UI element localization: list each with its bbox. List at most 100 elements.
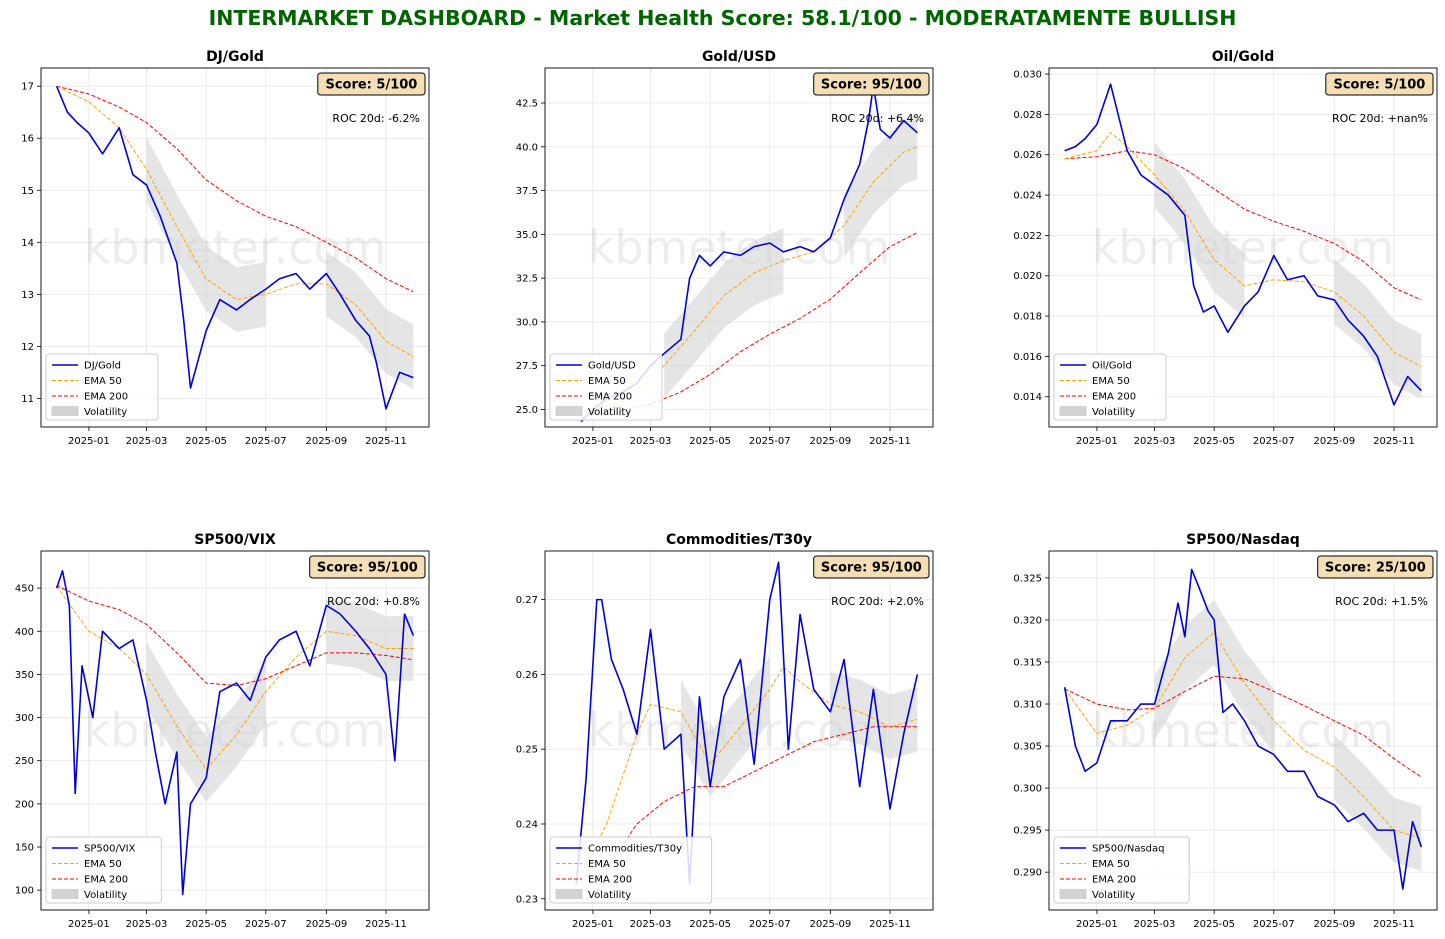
axes-frame [1048,550,1438,911]
ratio-series-line [1063,568,1423,890]
legend-ratio-label: DJ/Gold [84,361,121,372]
volatility-band [146,642,266,802]
y-tick-label: 0.325 [1013,573,1042,584]
ratio-series-line [55,85,414,410]
legend-ratio-label: SP500/VIX [84,844,136,855]
ratio-series-line [575,561,919,885]
y-tick-label: 0.26 [516,670,538,681]
y-tick-label: 35.0 [516,230,538,241]
y-tick-label: 16 [21,134,34,145]
y-tick-label: 0.014 [1013,392,1042,403]
volatility-band [1154,142,1245,319]
x-tick-label: 2025-03 [126,436,168,447]
score-box [317,72,426,96]
y-tick-label: 0.25 [516,745,538,756]
x-tick-label: 2025-07 [1253,436,1295,447]
x-tick-label: 2025-07 [245,436,287,447]
legend-volatility-label: Volatility [588,407,631,418]
score-label: Score: 95/100 [821,78,922,93]
volatility-band [1334,259,1422,399]
y-tick-label: 30.0 [516,317,538,328]
y-tick-label: 0.290 [1013,868,1042,879]
chart-panel: DJ/Gold 2025-01 2025-03 2025-05 2025-07 2025-… [21,49,430,447]
legend-volatility-swatch [555,889,583,899]
roc-label: ROC 20d: -6.2% [332,112,420,125]
y-tick-label: 13 [21,290,34,301]
plot-area: kbmeter.com [55,85,414,410]
x-tick-label: 2025-03 [1134,436,1176,447]
x-tick-label: 2025-01 [68,436,110,447]
x-tick-label: 2025-05 [1193,919,1235,930]
volatility-band [326,251,414,390]
score-box [309,555,426,579]
y-tick-label: 0.320 [1013,615,1042,626]
x-tick-label: 2025-05 [1193,436,1235,447]
axes-frame [544,67,934,428]
x-tick-label: 2025-09 [305,919,347,930]
legend-ema200-label: EMA 200 [84,392,128,403]
plot-area: kbmeter.com [55,570,415,896]
y-tick-label: 40.0 [516,142,538,153]
y-tick-label: 0.016 [1013,352,1042,363]
chart-panel: Oil/Gold 2025-01 2025-03 2025-05 2025-07 2025… [1013,49,1438,447]
y-tick-label: 0.028 [1013,110,1042,121]
y-tick-label: 0.026 [1013,150,1042,161]
score-label: Score: 5/100 [325,78,417,93]
legend-volatility-label: Volatility [84,890,127,901]
x-tick-label: 2025-11 [365,436,407,447]
ema200-line [56,85,414,293]
roc-label: ROC 20d: +1.5% [1335,595,1428,608]
plot-area: kbmeter.com [1064,83,1422,406]
ema200-line [56,585,414,687]
x-tick-label: 2025-05 [185,919,227,930]
legend-ratio-label: SP500/Nasdaq [1092,844,1164,855]
legend-ema200-label: EMA 200 [1092,875,1136,886]
axes-frame [40,67,430,428]
volatility-band [1154,600,1274,754]
chart-title: DJ/Gold [206,49,264,65]
score-box [813,72,930,96]
legend-volatility-label: Volatility [588,890,631,901]
y-tick-label: 42.5 [516,99,538,110]
ratio-series-line [55,570,415,896]
y-tick-label: 17 [21,82,34,93]
legend-box [1053,836,1190,904]
y-tick-label: 0.030 [1013,70,1042,81]
ema50-line [1064,632,1422,840]
roc-label: ROC 20d: +0.8% [327,595,420,608]
score-label: Score: 95/100 [317,561,418,576]
x-tick-label: 2025-03 [630,919,672,930]
y-tick-label: 0.310 [1013,700,1042,711]
legend-ema50-label: EMA 50 [1092,376,1130,387]
legend-ema200-label: EMA 200 [84,875,128,886]
y-tick-label: 37.5 [516,186,538,197]
x-tick-label: 2025-09 [1313,919,1355,930]
legend-ema50-label: EMA 50 [84,376,122,387]
legend-volatility-swatch [51,406,79,416]
legend-volatility-label: Volatility [1092,890,1135,901]
roc-label: ROC 20d: +6.4% [831,112,924,125]
chart-title: SP500/VIX [194,532,276,548]
ema50-line [575,666,918,885]
y-tick-label: 400 [15,627,34,638]
x-tick-label: 2025-03 [126,919,168,930]
volatility-band [326,598,414,681]
x-tick-label: 2025-07 [749,436,791,447]
legend-ema50-label: EMA 50 [84,859,122,870]
legend-volatility-label: Volatility [1092,407,1135,418]
y-tick-label: 0.024 [1013,191,1042,202]
volatility-band [844,114,918,258]
dashboard-title: INTERMARKET DASHBOARD - Market Health Sc… [208,6,1237,30]
y-tick-label: 14 [21,238,34,249]
legend-volatility-swatch [1059,406,1087,416]
legend-ema50-label: EMA 50 [588,859,626,870]
chart-panel: Commodities/T30y 2025-01 2025-03 2025-05 202… [516,532,934,930]
y-tick-label: 32.5 [516,274,538,285]
x-tick-label: 2025-01 [572,919,614,930]
x-tick-label: 2025-11 [1373,436,1415,447]
y-tick-label: 0.295 [1013,826,1042,837]
volatility-band [830,672,918,760]
chart-panel: Gold/USD 2025-01 2025-03 2025-05 2025-07 2025… [516,49,934,447]
legend-volatility-label: Volatility [84,407,127,418]
